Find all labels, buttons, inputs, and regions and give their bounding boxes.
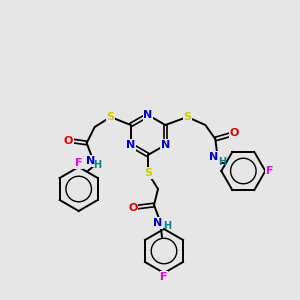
Text: H: H [218,157,226,167]
Text: F: F [75,158,82,168]
Text: H: H [94,160,102,170]
Text: S: S [144,168,152,178]
Text: S: S [183,112,191,122]
Text: N: N [153,218,163,228]
Text: F: F [266,166,273,176]
Text: N: N [86,156,95,166]
Text: N: N [126,140,135,150]
Text: O: O [64,136,74,146]
Text: S: S [107,112,115,122]
Text: N: N [143,110,153,120]
Text: O: O [128,203,138,213]
Text: N: N [209,152,218,162]
Text: F: F [160,272,168,282]
Text: H: H [163,221,171,231]
Text: N: N [161,140,170,150]
Text: O: O [230,128,239,138]
